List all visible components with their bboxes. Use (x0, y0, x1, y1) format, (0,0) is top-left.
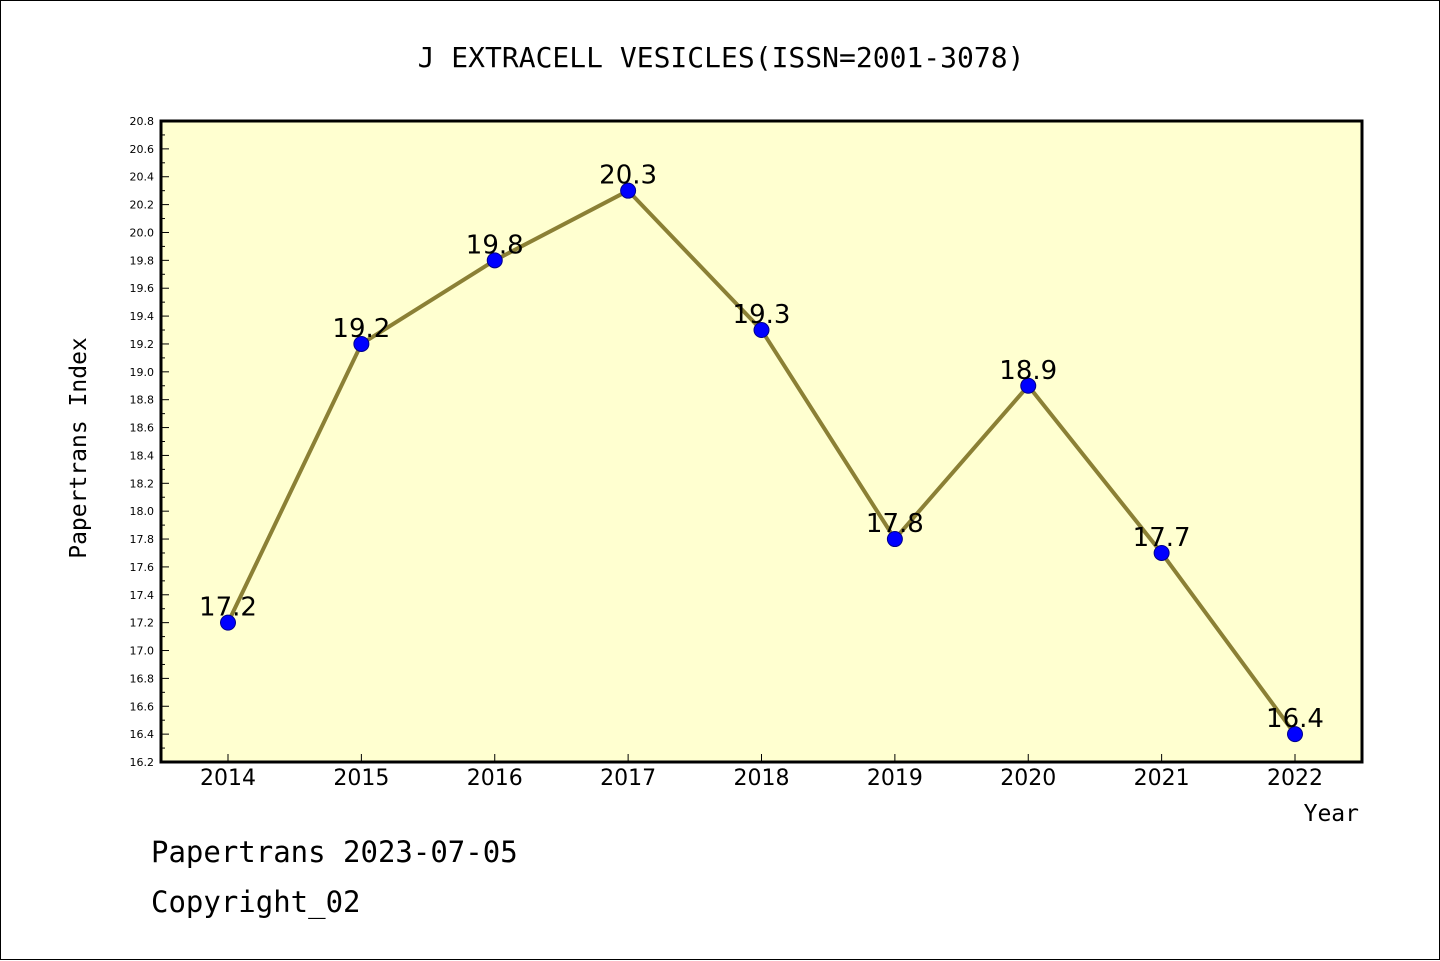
data-point (886, 531, 903, 548)
y-tick-label: 16.2 (130, 756, 155, 769)
data-point (353, 335, 370, 352)
data-point (753, 322, 770, 339)
x-tick-label: 2021 (1134, 766, 1190, 791)
plot-area (159, 119, 1364, 764)
y-tick-label: 19.0 (130, 366, 155, 379)
y-tick-label: 18.6 (130, 422, 155, 435)
y-tick-label: 16.6 (130, 700, 155, 713)
x-tick-label: 2016 (467, 766, 523, 791)
y-tick-label: 17.6 (130, 561, 155, 574)
data-label: 17.2 (199, 593, 257, 623)
y-tick-label: 16.8 (130, 672, 155, 685)
footer-copyright: Copyright_02 (151, 885, 361, 919)
data-label: 17.8 (866, 509, 924, 539)
y-tick-label: 17.0 (130, 645, 155, 658)
data-point (1153, 544, 1170, 561)
data-label: 16.4 (1266, 704, 1324, 734)
data-label: 19.2 (332, 314, 390, 344)
x-tick-label: 2020 (1000, 766, 1056, 791)
x-axis: 2014 2015 2016 2017 2018 2019 2020 2021 2022 (200, 754, 1323, 791)
y-axis: 16.2 16.4 16.6 16.8 17.0 17.2 17.4 17.6 17.8 18.0… (130, 115, 169, 769)
data-label: 20.3 (599, 161, 657, 191)
y-tick-label: 19.4 (130, 310, 155, 323)
x-tick-label: 2014 (200, 766, 256, 791)
x-tick-label: 2018 (734, 766, 790, 791)
x-tick-label: 2022 (1267, 766, 1323, 791)
y-tick-label: 17.8 (130, 533, 155, 546)
x-tick-label: 2015 (333, 766, 389, 791)
x-tick-label: 2017 (600, 766, 656, 791)
series: 17.2 19.2 19.8 20.3 19.3 17.8 18.9 17.7 16.4 (199, 161, 1324, 743)
y-tick-label: 20.0 (130, 226, 155, 239)
y-tick-label: 17.4 (130, 589, 155, 602)
y-tick-label: 17.2 (130, 617, 155, 630)
y-tick-label: 19.8 (130, 254, 155, 267)
x-axis-title: Year (1304, 801, 1359, 827)
x-tick-label: 2019 (867, 766, 923, 791)
data-point (220, 614, 236, 631)
data-point (1287, 726, 1303, 743)
data-label: 19.3 (733, 300, 791, 330)
y-tick-label: 19.6 (130, 282, 155, 295)
y-tick-label: 18.2 (130, 477, 155, 490)
data-label: 19.8 (466, 230, 524, 260)
chart-title: J EXTRACELL VESICLES(ISSN=2001-3078) (418, 41, 1025, 74)
y-tick-label: 20.4 (130, 171, 155, 184)
y-tick-label: 18.4 (130, 449, 155, 462)
y-axis-title: Papertrans Index (66, 337, 92, 559)
y-tick-label: 20.8 (130, 115, 155, 128)
y-tick-label: 20.2 (130, 199, 155, 212)
y-tick-label: 20.6 (130, 143, 155, 156)
y-tick-label: 18.0 (130, 505, 155, 518)
footer-date: Papertrans 2023-07-05 (151, 835, 518, 869)
data-label: 17.7 (1133, 523, 1191, 553)
y-tick-label: 18.8 (130, 394, 155, 407)
data-point (1020, 377, 1037, 394)
y-tick-label: 19.2 (130, 338, 155, 351)
y-tick-label: 16.4 (130, 728, 155, 741)
data-point (486, 252, 503, 269)
data-point (620, 182, 637, 199)
data-label: 18.9 (999, 356, 1057, 386)
